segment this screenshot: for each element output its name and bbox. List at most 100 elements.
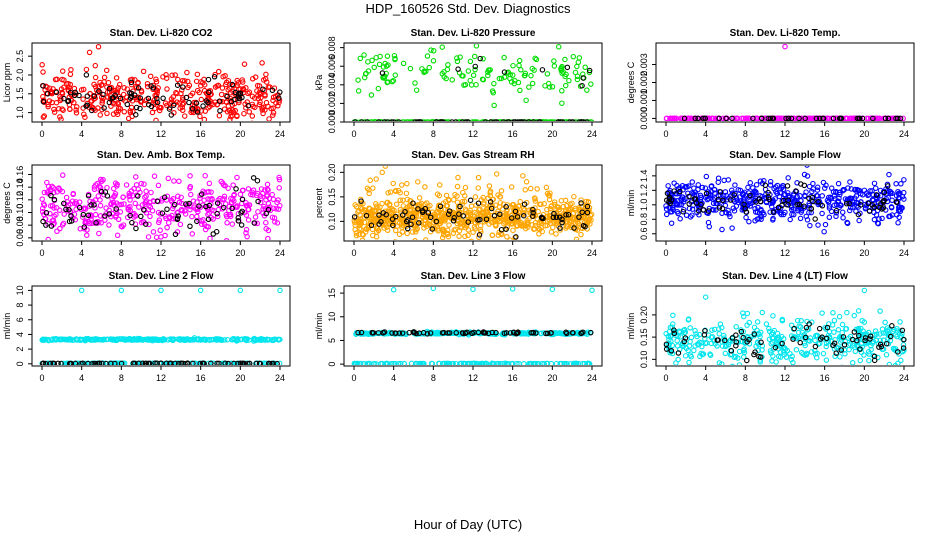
data-point xyxy=(502,360,508,365)
data-point xyxy=(706,223,713,230)
data-point xyxy=(445,196,452,203)
data-point xyxy=(851,312,858,319)
data-point xyxy=(809,188,815,195)
data-point xyxy=(675,350,682,356)
data-point xyxy=(744,310,751,317)
y-axis-label: degrees C xyxy=(626,61,636,103)
data-point xyxy=(824,197,831,204)
data-point xyxy=(73,336,79,342)
data-point xyxy=(731,208,738,214)
data-point xyxy=(476,207,482,213)
data-point xyxy=(822,324,828,331)
data-point xyxy=(196,203,202,209)
data-point xyxy=(472,194,479,200)
x-tick-label: 12 xyxy=(468,129,478,139)
data-point xyxy=(174,99,180,105)
y-axis-label: ml/min xyxy=(2,313,12,340)
data-point xyxy=(491,80,497,87)
data-point xyxy=(149,337,156,344)
data-point xyxy=(871,216,878,223)
data-point xyxy=(548,119,555,121)
data-point xyxy=(230,83,237,89)
data-point xyxy=(758,339,764,346)
data-point xyxy=(838,347,845,353)
data-point xyxy=(40,98,47,105)
data-point xyxy=(60,107,66,113)
data-point xyxy=(886,361,893,365)
data-point xyxy=(895,349,901,355)
data-point xyxy=(461,198,468,205)
data-point xyxy=(392,213,399,220)
data-point xyxy=(106,222,112,228)
data-point xyxy=(733,339,739,345)
data-point xyxy=(580,329,586,335)
data-point xyxy=(528,330,534,336)
data-point xyxy=(44,91,51,97)
data-point xyxy=(366,190,372,197)
data-point xyxy=(751,324,758,331)
data-point xyxy=(421,217,428,223)
data-point xyxy=(89,336,96,343)
data-point xyxy=(562,197,569,204)
data-point xyxy=(416,119,422,121)
data-point xyxy=(497,194,504,200)
data-point xyxy=(450,230,457,236)
data-point xyxy=(425,210,432,216)
data-point xyxy=(404,225,411,232)
data-point xyxy=(117,95,124,102)
data-point xyxy=(229,196,236,203)
data-point xyxy=(754,209,761,216)
data-point xyxy=(530,206,536,213)
data-point xyxy=(453,119,459,121)
data-point xyxy=(121,201,127,207)
data-point xyxy=(218,91,225,98)
data-point xyxy=(538,201,544,208)
data-point xyxy=(151,173,158,179)
data-point xyxy=(823,182,829,189)
data-point xyxy=(221,106,228,112)
data-point xyxy=(841,186,847,193)
data-point xyxy=(562,208,569,215)
data-point xyxy=(211,207,217,214)
data-point xyxy=(723,209,729,216)
data-point xyxy=(399,330,406,336)
data-point xyxy=(395,360,402,365)
x-tick-label: 12 xyxy=(780,129,790,139)
data-point xyxy=(540,215,546,222)
data-point xyxy=(673,360,679,365)
data-point xyxy=(389,330,395,336)
data-point xyxy=(759,309,766,316)
data-point xyxy=(95,44,102,50)
data-point xyxy=(174,215,181,221)
data-point xyxy=(831,329,837,335)
data-point xyxy=(220,204,227,211)
data-point xyxy=(40,83,46,89)
data-point xyxy=(383,70,389,77)
data-point xyxy=(166,106,173,112)
data-point xyxy=(743,209,750,215)
data-point xyxy=(85,212,92,219)
data-point xyxy=(475,217,481,223)
data-point xyxy=(719,205,726,212)
data-point xyxy=(541,361,547,365)
data-point xyxy=(131,185,137,192)
data-point xyxy=(693,331,699,337)
data-point xyxy=(852,187,858,193)
data-point xyxy=(369,210,375,216)
data-point xyxy=(442,218,448,224)
data-point xyxy=(782,44,788,50)
data-point xyxy=(721,177,727,184)
data-point xyxy=(455,66,461,72)
data-point xyxy=(251,220,258,226)
data-point xyxy=(476,361,483,365)
data-point xyxy=(579,209,585,215)
data-point xyxy=(727,197,734,203)
data-point xyxy=(241,360,247,365)
data-point xyxy=(819,203,826,209)
data-point xyxy=(510,329,517,336)
data-point xyxy=(118,360,125,365)
x-tick-label: 4 xyxy=(79,248,84,258)
data-point xyxy=(579,82,585,89)
x-tick-label: 16 xyxy=(196,373,206,383)
